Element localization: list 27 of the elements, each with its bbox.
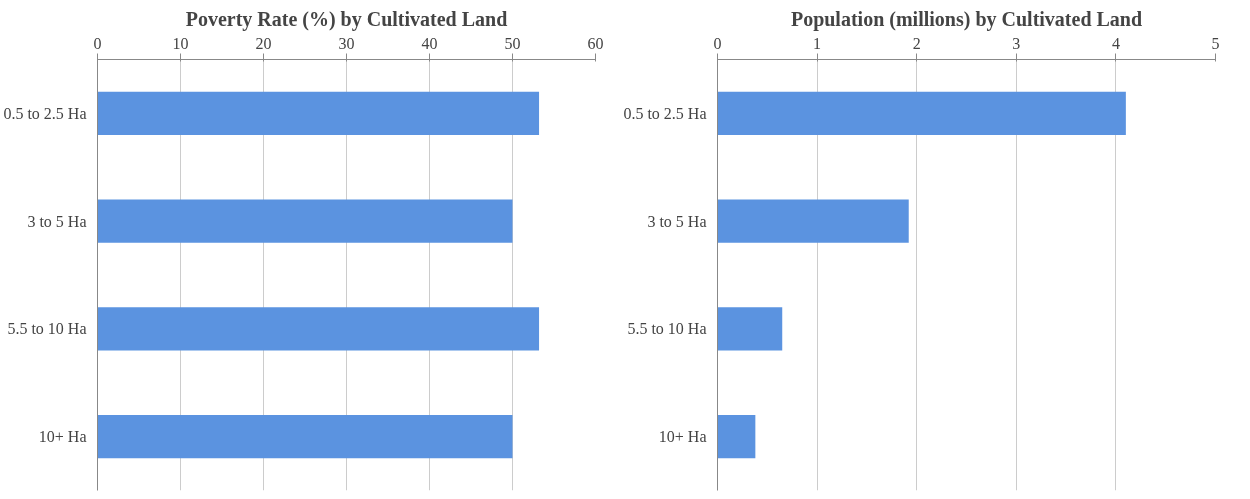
x-tick-label: 1 <box>813 34 822 52</box>
y-tick-label: 10+ Ha <box>38 428 87 446</box>
chart-title: Population (millions) by Cultivated Land <box>790 7 1143 31</box>
bar <box>717 91 1126 135</box>
bar <box>717 415 756 459</box>
x-tick-label: 0 <box>93 34 102 52</box>
y-tick-label: 5.5 to 10 Ha <box>7 320 87 338</box>
x-tick-label: 30 <box>338 34 355 52</box>
x-tick-label: 10 <box>172 34 189 52</box>
bar <box>717 307 783 351</box>
y-tick-label: 3 to 5 Ha <box>27 212 87 230</box>
x-tick-label: 4 <box>1111 34 1120 52</box>
y-tick-label: 3 to 5 Ha <box>647 212 707 230</box>
x-tick-label: 50 <box>504 34 521 52</box>
x-tick-label: 60 <box>587 34 604 52</box>
y-tick-label: 5.5 to 10 Ha <box>627 320 707 338</box>
x-tick-label: 2 <box>912 34 921 52</box>
x-tick-label: 40 <box>421 34 438 52</box>
x-tick-label: 0 <box>713 34 722 52</box>
x-tick-label: 3 <box>1012 34 1021 52</box>
x-tick-label: 5 <box>1211 34 1220 52</box>
chart-title: Poverty Rate (%) by Cultivated Land <box>185 7 508 31</box>
y-tick-label: 10+ Ha <box>658 428 707 446</box>
bar <box>717 199 909 243</box>
y-tick-label: 0.5 to 2.5 Ha <box>623 104 707 122</box>
y-tick-label: 0.5 to 2.5 Ha <box>3 104 87 122</box>
x-tick-label: 20 <box>255 34 272 52</box>
